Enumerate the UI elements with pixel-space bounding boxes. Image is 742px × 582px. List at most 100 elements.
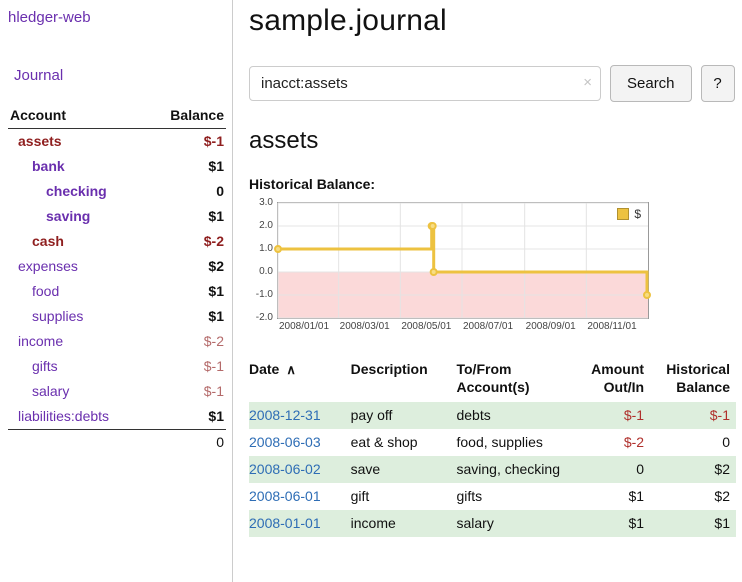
transaction-amount: 0 xyxy=(636,461,645,477)
column-header-accounts: To/From Account(s) xyxy=(456,361,530,395)
transaction-date-link[interactable]: 2008-12-31 xyxy=(249,407,321,423)
account-row: assets $-1 xyxy=(8,129,226,155)
transaction-amount: $-1 xyxy=(623,407,645,423)
transaction-description: gift xyxy=(350,488,370,504)
account-balance: $1 xyxy=(208,283,224,299)
transaction-date-link[interactable]: 2008-06-03 xyxy=(249,434,321,450)
transaction-row: 2008-01-01 income salary $1 $1 xyxy=(249,510,736,537)
account-balance: $-2 xyxy=(203,333,224,349)
accounts-header-row: Account Balance xyxy=(8,104,226,129)
account-heading: assets xyxy=(249,127,319,154)
transaction-amount: $1 xyxy=(628,488,645,504)
account-link[interactable]: liabilities:debts xyxy=(18,408,110,424)
transaction-date-link[interactable]: 2008-06-01 xyxy=(249,488,321,504)
transaction-balance: $1 xyxy=(714,515,730,531)
transaction-description: eat & shop xyxy=(350,434,418,450)
sidebar: hledger-web Journal Account Balance asse… xyxy=(0,0,233,582)
account-link[interactable]: income xyxy=(18,333,64,349)
account-row: food $1 xyxy=(8,279,226,304)
historical-balance-chart: 3.0 2.0 1.0 0.0 -1.0 -2.0 $ 2008/01/01 2008/03… xyxy=(249,197,736,333)
account-row: cash $-2 xyxy=(8,229,226,254)
date-header-label: Date xyxy=(249,361,280,377)
search-box: × xyxy=(249,66,601,101)
transaction-accounts: saving, checking xyxy=(456,461,560,477)
transaction-description: income xyxy=(350,515,396,531)
account-link[interactable]: checking xyxy=(46,183,107,199)
account-link[interactable]: food xyxy=(32,283,60,299)
account-row: saving $1 xyxy=(8,204,226,229)
account-row: supplies $1 xyxy=(8,304,226,329)
column-header-description: Description xyxy=(350,361,428,377)
account-balance: $1 xyxy=(208,408,224,424)
chart-svg xyxy=(274,202,651,319)
account-row: checking 0 xyxy=(8,179,226,204)
account-balance: $-1 xyxy=(203,383,224,399)
account-link[interactable]: saving xyxy=(46,208,91,224)
accounts-balance-table: Account Balance assets $-1 bank $1 check… xyxy=(8,104,226,455)
account-balance: 0 xyxy=(216,183,224,199)
account-row: salary $-1 xyxy=(8,379,226,404)
transaction-accounts: salary xyxy=(456,515,494,531)
page-title: sample.journal xyxy=(249,4,447,37)
transaction-amount: $-2 xyxy=(623,434,645,450)
legend-label: $ xyxy=(634,207,641,221)
account-row: liabilities:debts $1 xyxy=(8,404,226,430)
account-link[interactable]: bank xyxy=(32,158,65,174)
search-form: × Search ? xyxy=(249,65,736,102)
account-row: gifts $-1 xyxy=(8,354,226,379)
transaction-date-link[interactable]: 2008-01-01 xyxy=(249,515,321,531)
transaction-accounts: gifts xyxy=(456,488,483,504)
chart-legend: $ xyxy=(613,206,645,222)
app-title-link[interactable]: hledger-web xyxy=(8,9,91,26)
account-balance: $-1 xyxy=(203,133,224,149)
accounts-header-balance: Balance xyxy=(147,104,226,129)
help-button[interactable]: ? xyxy=(700,65,735,102)
account-row: income $-2 xyxy=(8,329,226,354)
column-header-date[interactable]: Date ∧ xyxy=(249,357,345,402)
transaction-description: pay off xyxy=(350,407,393,423)
transaction-description: save xyxy=(350,461,381,477)
transaction-row: 2008-12-31 pay off debts $-1 $-1 xyxy=(249,402,736,429)
account-balance: $1 xyxy=(208,158,224,174)
main-content: sample.journal × Search ? assets Histori… xyxy=(233,0,742,582)
register-table: Date ∧ Description To/From Account(s) Amo… xyxy=(249,357,736,537)
account-row: bank $1 xyxy=(8,154,226,179)
chart-title: Historical Balance: xyxy=(249,176,376,192)
accounts-header-account: Account xyxy=(8,104,148,129)
transaction-date-link[interactable]: 2008-06-02 xyxy=(249,461,321,477)
clear-search-icon[interactable]: × xyxy=(583,74,592,91)
column-header-amount: Amount Out/In xyxy=(591,361,645,395)
accounts-total-row: 0 xyxy=(8,429,226,455)
account-balance: $1 xyxy=(208,208,224,224)
account-balance: $2 xyxy=(208,258,224,274)
search-input[interactable] xyxy=(249,66,601,101)
account-row: expenses $2 xyxy=(8,254,226,279)
transaction-balance: $-1 xyxy=(709,407,730,423)
transaction-row: 2008-06-01 gift gifts $1 $2 xyxy=(249,483,736,510)
account-balance: $-1 xyxy=(203,358,224,374)
account-link[interactable]: gifts xyxy=(32,358,58,374)
account-link[interactable]: cash xyxy=(32,233,64,249)
transaction-accounts: food, supplies xyxy=(456,434,543,450)
register-header-row: Date ∧ Description To/From Account(s) Amo… xyxy=(249,357,736,402)
account-link[interactable]: supplies xyxy=(32,308,84,324)
legend-swatch xyxy=(617,208,630,220)
account-link[interactable]: assets xyxy=(18,133,62,149)
chart-y-axis-labels: 3.0 2.0 1.0 0.0 -1.0 -2.0 xyxy=(255,197,273,323)
column-header-balance: Historical Balance xyxy=(666,361,730,395)
transaction-row: 2008-06-03 eat & shop food, supplies $-2… xyxy=(249,429,736,456)
accounts-total-value: 0 xyxy=(147,429,226,455)
transaction-accounts: debts xyxy=(456,407,491,423)
account-link[interactable]: expenses xyxy=(18,258,78,274)
account-link[interactable]: salary xyxy=(32,383,70,399)
transaction-balance: $2 xyxy=(714,461,730,477)
chart-plot-area: $ xyxy=(274,202,651,319)
journal-nav-link[interactable]: Journal xyxy=(14,67,64,84)
account-balance: $-2 xyxy=(203,233,224,249)
search-button[interactable]: Search xyxy=(610,65,692,102)
account-balance: $1 xyxy=(208,308,224,324)
sort-ascending-icon: ∧ xyxy=(286,362,296,377)
transaction-row: 2008-06-02 save saving, checking 0 $2 xyxy=(249,456,736,483)
transaction-amount: $1 xyxy=(628,515,645,531)
